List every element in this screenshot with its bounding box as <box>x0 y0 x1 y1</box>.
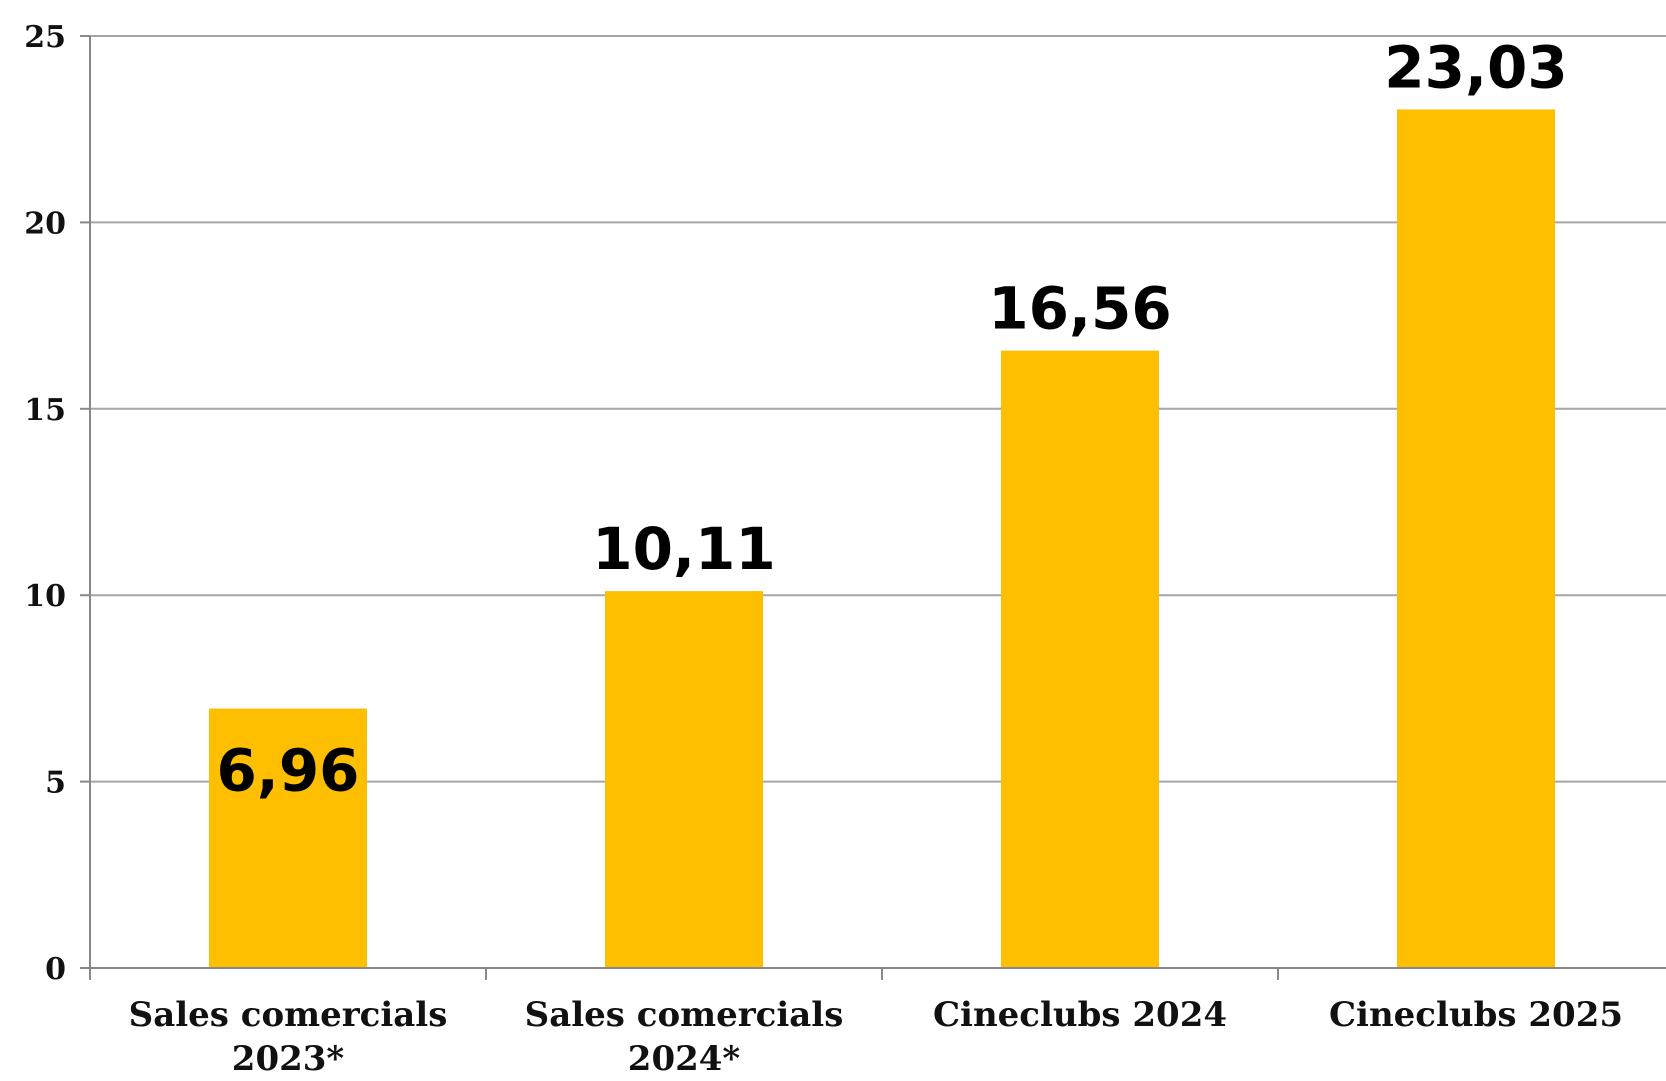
y-tick-label: 0 <box>45 952 66 987</box>
bar <box>605 591 763 968</box>
y-tick-label: 5 <box>45 766 66 801</box>
data-label: 23,03 <box>1384 33 1567 101</box>
y-tick-label: 20 <box>24 206 66 241</box>
bar <box>1001 350 1159 968</box>
x-tick-label: Cineclubs 2024 <box>933 995 1227 1035</box>
bar <box>1397 109 1555 969</box>
x-tick-label: Sales comercials <box>129 995 448 1035</box>
bar <box>209 708 367 968</box>
x-tick-label: Sales comercials <box>525 995 844 1035</box>
data-label: 10,11 <box>592 515 775 583</box>
x-tick-label: 2024* <box>628 1039 741 1076</box>
y-tick-label: 15 <box>24 393 66 428</box>
y-tick-label: 10 <box>24 579 66 614</box>
x-tick-label: 2023* <box>232 1039 345 1076</box>
data-label: 6,96 <box>216 737 359 805</box>
data-label: 16,56 <box>988 275 1171 343</box>
x-tick-label: Cineclubs 2025 <box>1329 995 1623 1035</box>
y-tick-label: 25 <box>24 20 66 55</box>
